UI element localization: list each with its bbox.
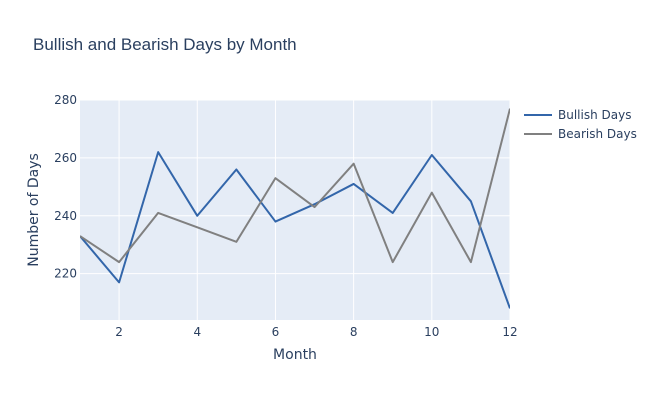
y-tick-label: 280 xyxy=(54,93,77,107)
series-line-bullish xyxy=(80,151,510,309)
x-tick-label: 6 xyxy=(272,325,280,339)
gridlines xyxy=(80,99,511,320)
y-tick-label: 260 xyxy=(54,151,77,165)
x-tick-label: 8 xyxy=(350,325,358,339)
x-tick-label: 4 xyxy=(193,325,201,339)
plot-area xyxy=(80,100,510,320)
legend-label: Bearish Days xyxy=(558,127,637,141)
y-tick-label: 220 xyxy=(54,267,77,281)
legend: Bullish Days Bearish Days xyxy=(524,108,637,141)
x-tick-label: 2 xyxy=(115,325,123,339)
y-tick-label: 240 xyxy=(54,209,77,223)
series-layer xyxy=(80,108,510,309)
x-tick-label: 12 xyxy=(502,325,517,339)
legend-label: Bullish Days xyxy=(558,108,631,122)
chart-title: Bullish and Bearish Days by Month xyxy=(33,35,297,54)
x-tick-label: 10 xyxy=(424,325,439,339)
series-line-bearish xyxy=(80,108,510,264)
x-axis-label: Month xyxy=(273,347,317,363)
x-axis-ticks: 2 4 6 8 10 12 xyxy=(115,325,517,339)
y-axis-ticks: 220 240 260 280 xyxy=(54,93,77,281)
y-axis-label: Number of Days xyxy=(26,153,42,267)
